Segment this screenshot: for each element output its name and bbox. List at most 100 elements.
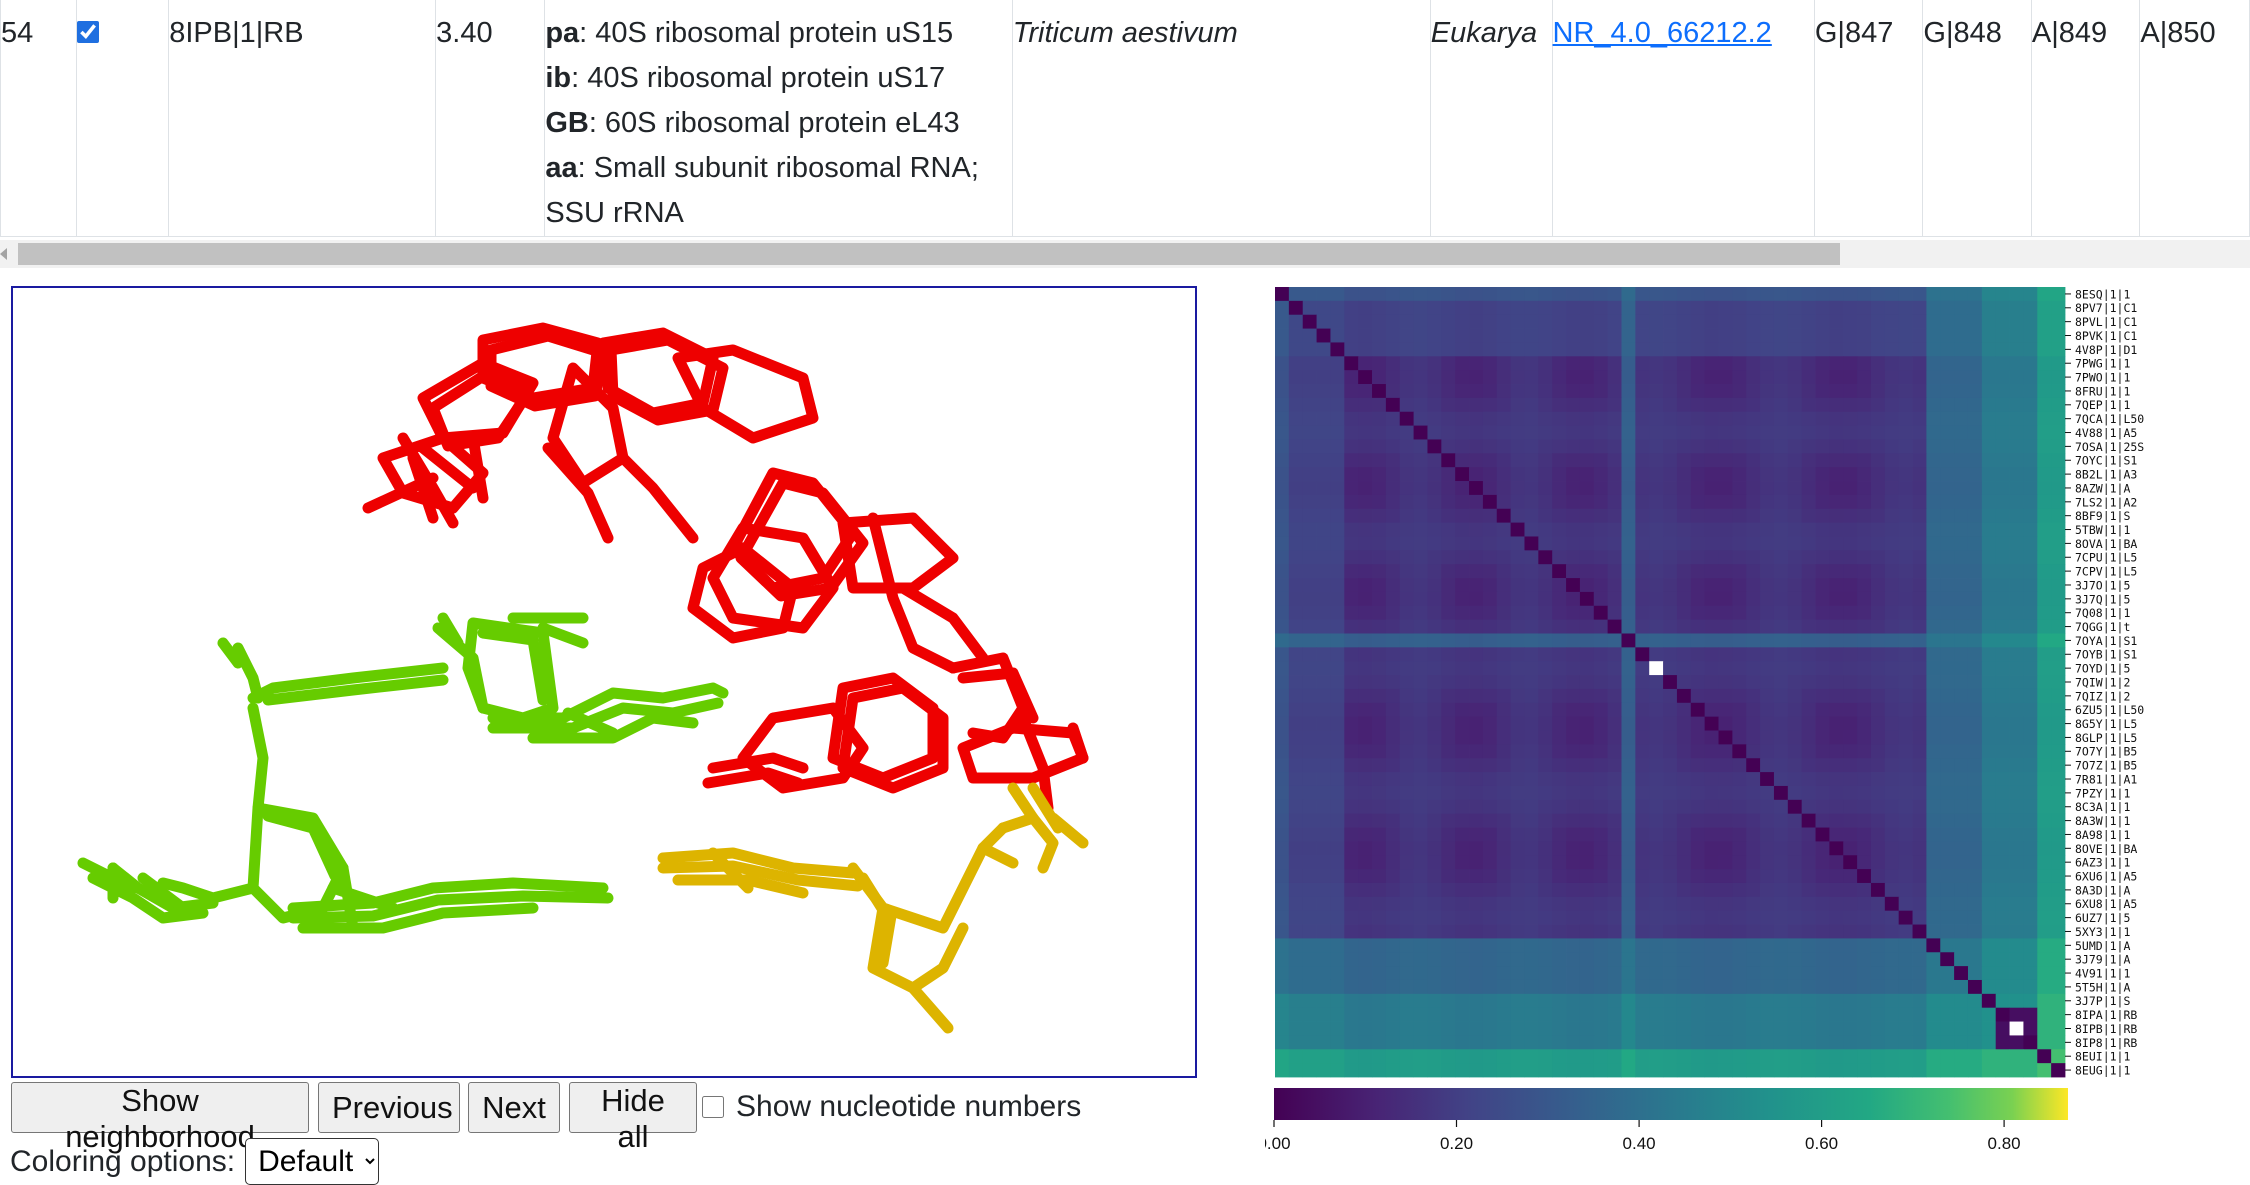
heatmap-cell[interactable] — [1815, 730, 1830, 745]
heatmap-cell[interactable] — [1870, 785, 1886, 801]
heatmap-cell[interactable] — [1399, 910, 1414, 925]
heatmap-cell[interactable] — [1704, 952, 1719, 967]
heatmap-cell[interactable] — [1870, 938, 1886, 953]
heatmap-cell[interactable] — [1482, 494, 1498, 510]
heatmap-cell[interactable] — [1870, 647, 1886, 662]
heatmap-cell[interactable] — [1912, 661, 1927, 676]
heatmap-cell[interactable] — [1940, 314, 1955, 329]
heatmap-cell[interactable] — [1829, 1049, 1844, 1064]
heatmap-cell[interactable] — [1635, 813, 1650, 828]
heatmap-cell[interactable] — [1981, 827, 1997, 842]
heatmap-cell[interactable] — [1857, 841, 1872, 856]
heatmap-cell[interactable] — [1649, 827, 1664, 842]
heatmap-cell[interactable] — [1427, 675, 1442, 690]
heatmap-cell[interactable] — [1995, 522, 2010, 537]
heatmap-cell[interactable] — [1690, 1035, 1706, 1050]
heatmap-cell[interactable] — [2051, 688, 2066, 704]
heatmap-cell[interactable] — [1870, 467, 1886, 482]
heatmap-cell[interactable] — [1524, 508, 1539, 524]
heatmap-cell[interactable] — [1496, 869, 1512, 884]
heatmap-cell[interactable] — [1552, 619, 1567, 634]
heatmap-cell[interactable] — [1663, 370, 1678, 385]
heatmap-cell[interactable] — [1399, 342, 1414, 357]
heatmap-cell[interactable] — [1344, 508, 1359, 524]
heatmap-cell[interactable] — [1884, 439, 1900, 454]
heatmap-cell[interactable] — [1413, 508, 1428, 524]
heatmap-cell[interactable] — [1926, 397, 1941, 413]
heatmap-cell[interactable] — [1607, 467, 1622, 482]
heatmap-cell[interactable] — [1635, 841, 1650, 856]
heatmap-cell[interactable] — [2037, 855, 2052, 870]
heatmap-cell[interactable] — [2009, 869, 2024, 884]
heatmap-cell[interactable] — [1316, 716, 1331, 731]
heatmap-cell[interactable] — [1275, 938, 1290, 953]
heatmap-cell[interactable] — [2037, 1007, 2052, 1022]
heatmap-cell[interactable] — [1995, 578, 2010, 593]
heatmap-cell[interactable] — [1995, 675, 2010, 690]
heatmap-cell[interactable] — [1940, 522, 1955, 537]
heatmap-cell[interactable] — [1413, 370, 1428, 385]
heatmap-cell[interactable] — [1621, 1063, 1636, 1078]
heatmap-cell[interactable] — [1579, 411, 1595, 426]
heatmap-cell[interactable] — [1524, 411, 1539, 426]
heatmap-cell[interactable] — [1898, 411, 1913, 426]
heatmap-cell[interactable] — [1898, 550, 1913, 565]
heatmap-cell[interactable] — [1801, 882, 1816, 898]
heatmap-cell[interactable] — [1801, 1063, 1816, 1078]
heatmap-cell[interactable] — [1469, 772, 1484, 787]
heatmap-cell[interactable] — [1829, 494, 1844, 510]
heatmap-cell[interactable] — [1773, 578, 1789, 593]
heatmap-cell[interactable] — [1787, 979, 1803, 995]
heatmap-cell[interactable] — [1302, 453, 1317, 468]
heatmap-cell[interactable] — [1579, 425, 1595, 440]
heatmap-cell[interactable] — [1579, 841, 1595, 856]
heatmap-cell[interactable] — [1385, 799, 1401, 815]
heatmap-cell[interactable] — [1302, 356, 1317, 371]
heatmap-cell[interactable] — [1829, 536, 1844, 551]
heatmap-cell[interactable] — [1926, 993, 1941, 1009]
heatmap-cell[interactable] — [1579, 370, 1595, 385]
heatmap-cell[interactable] — [1718, 952, 1733, 967]
heatmap-cell[interactable] — [1496, 882, 1512, 898]
heatmap-cell[interactable] — [1344, 675, 1359, 690]
heatmap-cell[interactable] — [1912, 647, 1927, 662]
heatmap-cell[interactable] — [1385, 397, 1401, 413]
heatmap-cell[interactable] — [1496, 827, 1512, 842]
heatmap-cell[interactable] — [1940, 785, 1955, 801]
heatmap-cell[interactable] — [1843, 619, 1858, 634]
heatmap-cell[interactable] — [1857, 702, 1872, 718]
heatmap-cell[interactable] — [1732, 328, 1747, 343]
heatmap-cell[interactable] — [1441, 564, 1456, 579]
heatmap-cell[interactable] — [1815, 1035, 1830, 1050]
heatmap-cell[interactable] — [1455, 675, 1470, 690]
heatmap-cell[interactable] — [2009, 370, 2024, 385]
heatmap-cell[interactable] — [1441, 869, 1456, 884]
heatmap-cell[interactable] — [1967, 425, 1983, 440]
heatmap-cell[interactable] — [1607, 966, 1622, 981]
heatmap-cell[interactable] — [1566, 841, 1581, 856]
heatmap-cell[interactable] — [1967, 772, 1983, 787]
heatmap-cell[interactable] — [1330, 1007, 1345, 1022]
heatmap-cell[interactable] — [1427, 314, 1442, 329]
heatmap-cell[interactable] — [1981, 813, 1997, 828]
heatmap-cell[interactable] — [1344, 882, 1359, 898]
heatmap-cell[interactable] — [1441, 536, 1456, 551]
heatmap-cell[interactable] — [1981, 1063, 1997, 1078]
heatmap-cell[interactable] — [1385, 702, 1401, 718]
heatmap-cell[interactable] — [1954, 508, 1969, 524]
heatmap-cell[interactable] — [1524, 869, 1539, 884]
heatmap-cell[interactable] — [1441, 619, 1456, 634]
heatmap-cell[interactable] — [1275, 619, 1290, 634]
heatmap-cell[interactable] — [1524, 494, 1539, 510]
heatmap-cell[interactable] — [1302, 744, 1317, 759]
heatmap-cell[interactable] — [1676, 702, 1692, 718]
heatmap-cell[interactable] — [1898, 481, 1913, 496]
heatmap-cell[interactable] — [1607, 508, 1622, 524]
heatmap-cell[interactable] — [1607, 716, 1622, 731]
heatmap-cell[interactable] — [1372, 827, 1387, 842]
heatmap-cell[interactable] — [1621, 591, 1636, 607]
heatmap-cell[interactable] — [1981, 993, 1997, 1009]
heatmap-cell[interactable] — [1330, 882, 1345, 898]
heatmap-cell[interactable] — [1593, 1049, 1609, 1064]
heatmap-cell[interactable] — [1912, 688, 1927, 704]
